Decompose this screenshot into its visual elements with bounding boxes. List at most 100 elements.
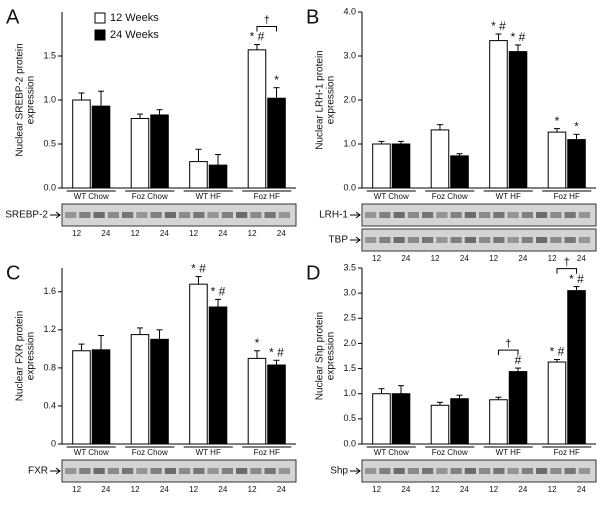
category-label: Foz Chow [132, 448, 168, 457]
bar [489, 399, 508, 445]
blot-band [379, 212, 391, 218]
blot-label: TBP [329, 235, 349, 246]
bracket [256, 26, 278, 32]
blot-band [493, 468, 505, 474]
blot-band [379, 237, 391, 243]
lane-label: 24 [160, 229, 169, 238]
category-label: Foz HF [554, 192, 580, 201]
category-label: Foz Chow [132, 192, 168, 201]
blot-band [207, 468, 219, 474]
legend-label: 24 Weeks [110, 29, 159, 41]
blot-arrow [350, 211, 361, 219]
blot-band [164, 468, 176, 474]
blot-band [422, 237, 434, 243]
blot-band [393, 212, 405, 218]
blot-band [464, 212, 476, 218]
blot-band [193, 468, 205, 474]
blot-band [250, 468, 262, 474]
bar [372, 143, 391, 189]
blot-band [422, 212, 434, 218]
bar [130, 117, 150, 189]
blot-band [122, 212, 134, 218]
lane-label: 24 [101, 229, 110, 238]
lane-label: 12 [372, 485, 381, 494]
category-label: Foz HF [554, 448, 580, 457]
blot-band [464, 468, 476, 474]
blot-band [164, 212, 176, 218]
y-tick-label: 0.8 [43, 362, 56, 372]
y-tick-label: 2.5 [343, 313, 356, 323]
lane-label: 24 [277, 229, 286, 238]
bracket [497, 349, 519, 356]
category-label: WT HF [196, 192, 221, 201]
y-tick-label: 4.0 [343, 6, 356, 16]
bar [508, 371, 528, 445]
blot-band [365, 237, 377, 243]
y-tick-label: 1.5 [43, 50, 56, 60]
category-label: WT Chow [74, 192, 109, 201]
y-tick-label: 2.0 [343, 338, 356, 348]
category-label: WT Chow [374, 448, 409, 457]
blot-band [221, 212, 233, 218]
bar [72, 99, 91, 189]
bracket-label: † [505, 338, 511, 350]
blot-band [464, 237, 476, 243]
significance-marker: * [274, 73, 279, 87]
blot-band [521, 212, 533, 218]
legend-label: 12 Weeks [110, 12, 159, 24]
blot-band [578, 237, 590, 243]
lane-label: 24 [577, 254, 586, 263]
lane-label: 24 [401, 485, 410, 494]
lane-label: 12 [248, 229, 257, 238]
blot-band [179, 468, 191, 474]
bar [547, 361, 567, 445]
y-tick-label: 3.0 [343, 50, 356, 60]
y-tick-label: 3.5 [343, 262, 356, 272]
blot-arrow [50, 211, 61, 219]
blot-band [507, 237, 519, 243]
lane-label: 12 [72, 229, 81, 238]
y-tick-label: 1.0 [343, 138, 356, 148]
blot-band [278, 468, 290, 474]
blot-band [107, 468, 119, 474]
lane-label: 24 [218, 485, 227, 494]
y-axis-label: expression [26, 76, 37, 124]
bracket [556, 268, 578, 274]
blot-band [379, 468, 391, 474]
legend-swatch [94, 12, 106, 24]
blot-band [507, 212, 519, 218]
bar [189, 161, 208, 189]
significance-marker: * # [511, 30, 526, 44]
bar [450, 155, 469, 189]
blot-arrow [350, 467, 361, 475]
y-tick-label: 1.2 [43, 324, 56, 334]
blot-band [450, 212, 462, 218]
panel-letter: A [6, 6, 20, 28]
category-label: Foz Chow [432, 448, 468, 457]
bracket-label: † [264, 14, 270, 26]
blot-band [136, 212, 148, 218]
category-label: WT Chow [374, 192, 409, 201]
blot-band [264, 212, 276, 218]
y-axis-label: Nuclear SREBP-2 protein [15, 43, 26, 156]
category-label: Foz Chow [432, 192, 468, 201]
blot-band [365, 468, 377, 474]
category-label: WT HF [496, 192, 521, 201]
y-tick-label: 0.5 [43, 138, 56, 148]
blot-arrow [350, 236, 361, 244]
blot-band [450, 468, 462, 474]
bar [72, 350, 91, 445]
lane-label: 12 [131, 485, 140, 494]
bar [247, 357, 267, 445]
lane-label: 24 [277, 485, 286, 494]
significance-marker: * # [550, 345, 565, 359]
blot-band [236, 468, 248, 474]
bar [547, 131, 567, 189]
panel-letter: C [6, 262, 20, 284]
blot-band [578, 212, 590, 218]
blot-band [436, 212, 448, 218]
blot-band [65, 212, 77, 218]
blot-band [536, 468, 548, 474]
blot-band [264, 468, 276, 474]
